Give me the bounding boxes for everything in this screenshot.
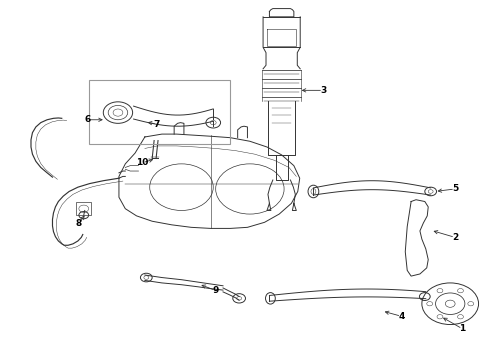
Text: 5: 5 [452, 184, 458, 193]
Bar [89, 80, 230, 144]
Text: 2: 2 [452, 233, 458, 242]
Text: 6: 6 [85, 115, 91, 124]
Text: 7: 7 [154, 120, 160, 129]
Text: 10: 10 [136, 158, 148, 167]
Text: 9: 9 [213, 286, 219, 295]
Text: 1: 1 [459, 324, 466, 333]
Text: 8: 8 [76, 219, 82, 228]
Text: 4: 4 [398, 312, 405, 321]
Text: 3: 3 [320, 86, 326, 95]
Bar [76, 202, 91, 215]
